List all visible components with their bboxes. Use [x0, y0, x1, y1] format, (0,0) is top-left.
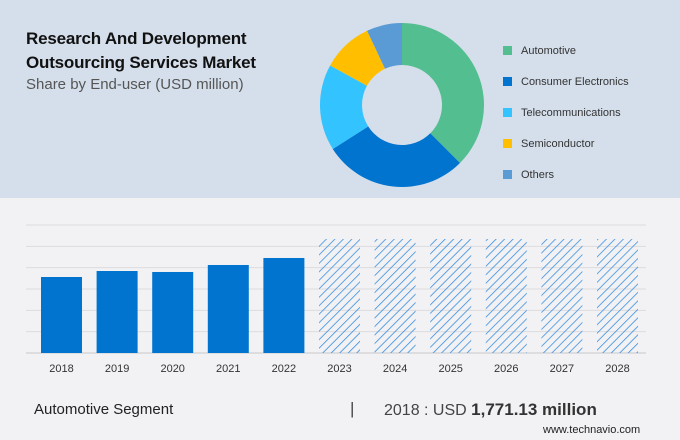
value-amount: 1,771.13 million [471, 400, 597, 419]
website-link[interactable]: www.technavio.com [543, 424, 641, 436]
chart-subtitle: Share by End-user (USD million) [26, 76, 244, 93]
x-tick-label: 2021 [216, 363, 240, 375]
bar [152, 271, 194, 353]
legend-item: Telecommunications [503, 97, 629, 128]
x-tick-label: 2018 [49, 363, 73, 375]
x-tick-label: 2023 [327, 363, 351, 375]
legend-label: Consumer Electronics [521, 75, 629, 88]
forecast-bar [485, 239, 527, 353]
x-tick-label: 2028 [605, 363, 629, 375]
legend-item: Others [503, 159, 629, 190]
donut-slice-telecommunications [320, 65, 369, 149]
legend-label: Others [521, 168, 555, 181]
legend-swatch [503, 46, 512, 55]
chart-title: Research And Development Outsourcing Ser… [26, 29, 256, 72]
x-tick-label: 2025 [438, 363, 462, 375]
legend-swatch [503, 139, 512, 148]
legend-label: Telecommunications [521, 106, 621, 119]
bar [41, 277, 82, 353]
x-tick-label: 2019 [105, 363, 129, 375]
bar-chart: 2018 2019 2020 2021 2022 2023 2024 2025 2026 2027… [26, 224, 646, 375]
legend-label: Semiconductor [521, 137, 595, 150]
bar [96, 270, 138, 353]
separator: | [350, 399, 355, 418]
forecast-bar [541, 239, 583, 353]
donut-slice-semiconductor [330, 30, 385, 86]
forecast-bar [597, 239, 638, 353]
x-tick-label: 2027 [550, 363, 574, 375]
legend-swatch [503, 108, 512, 117]
legend: Automotive Consumer Electronics Telecommun… [503, 35, 629, 190]
segment-label: Automotive Segment [34, 401, 174, 418]
donut-slice-others [367, 23, 402, 69]
x-tick-label: 2022 [272, 363, 296, 375]
legend-item: Automotive [503, 35, 629, 66]
donut-slice-consumer-electronics [332, 126, 460, 187]
donut-chart [320, 23, 484, 187]
forecast-bar [319, 239, 360, 353]
donut-slice-automotive [402, 23, 484, 163]
legend-swatch [503, 77, 512, 86]
x-tick-label: 2020 [160, 363, 184, 375]
segment-value: 2018 : USD 1,771.13 million [384, 400, 597, 420]
x-tick-label: 2024 [383, 363, 407, 375]
year-label: 2018 : USD [384, 402, 472, 419]
forecast-bar [374, 239, 416, 353]
forecast-bar [430, 239, 472, 353]
bar [207, 264, 249, 353]
legend-item: Consumer Electronics [503, 66, 629, 97]
legend-swatch [503, 170, 512, 179]
legend-item: Semiconductor [503, 128, 629, 159]
x-tick-label: 2026 [494, 363, 518, 375]
legend-label: Automotive [521, 44, 577, 57]
bar [263, 257, 305, 353]
